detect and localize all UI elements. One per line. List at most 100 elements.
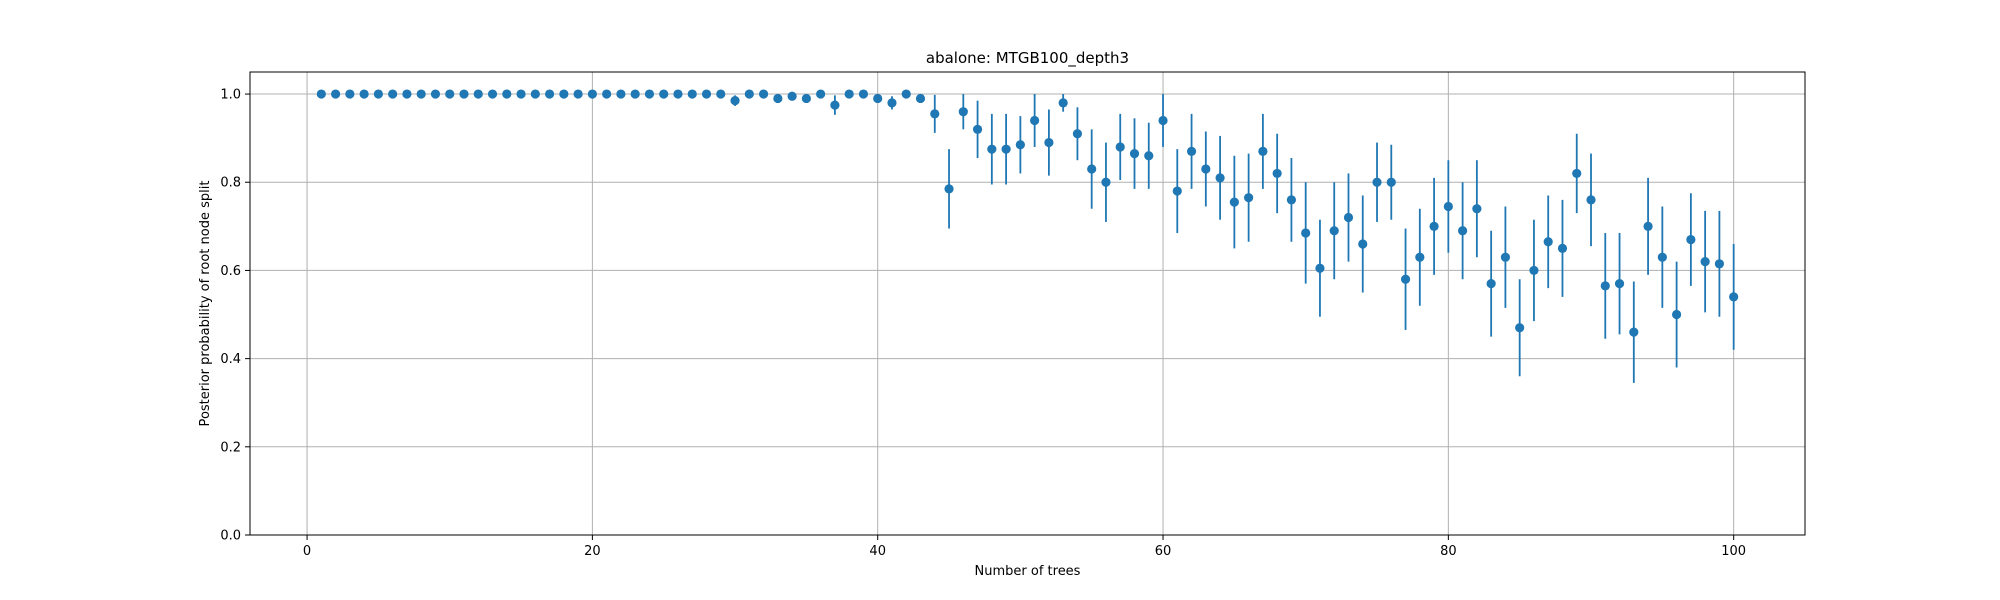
data-point xyxy=(602,89,612,99)
data-point xyxy=(559,89,569,99)
data-point xyxy=(887,98,897,108)
data-point xyxy=(1686,234,1696,245)
data-point xyxy=(1714,259,1725,269)
y-tick-label: 0.8 xyxy=(220,176,241,191)
data-point xyxy=(1244,193,1254,203)
data-point xyxy=(459,89,469,99)
y-tick-label: 0.2 xyxy=(220,440,241,455)
data-point xyxy=(402,89,412,99)
x-tick-label: 60 xyxy=(1155,544,1172,559)
data-point xyxy=(830,100,840,110)
data-point xyxy=(1030,115,1040,126)
data-point xyxy=(901,89,911,99)
data-point xyxy=(1515,323,1525,333)
data-point xyxy=(573,89,583,99)
data-point xyxy=(987,144,997,154)
data-point xyxy=(644,89,655,99)
data-point xyxy=(1486,279,1496,289)
data-point xyxy=(1115,142,1125,152)
data-point xyxy=(430,89,441,99)
data-point xyxy=(730,96,740,106)
data-point xyxy=(1258,146,1268,156)
x-tick-label: 0 xyxy=(303,544,311,559)
data-point xyxy=(1657,252,1667,262)
x-axis-ticks: 0 20 40 60 80 100 xyxy=(303,535,1746,559)
data-point xyxy=(1443,201,1453,212)
data-point xyxy=(716,89,726,99)
data-point xyxy=(1158,115,1168,126)
data-point xyxy=(616,89,626,99)
data-point xyxy=(944,184,954,194)
data-point xyxy=(1301,228,1311,238)
data-point xyxy=(1129,148,1140,159)
data-point xyxy=(1500,252,1511,262)
data-point xyxy=(1172,186,1182,196)
data-point xyxy=(1572,168,1582,179)
data-point xyxy=(1058,98,1068,108)
data-point xyxy=(1458,226,1468,236)
data-point xyxy=(1229,197,1239,207)
data-point xyxy=(1529,265,1539,276)
data-point xyxy=(787,91,797,101)
data-point xyxy=(687,89,697,99)
data-point xyxy=(1372,177,1382,187)
data-point xyxy=(1700,257,1710,267)
data-point xyxy=(630,89,640,99)
data-point xyxy=(587,89,597,99)
y-axis-ticks: 0.0 0.2 0.4 0.6 0.8 1.0 xyxy=(220,88,250,544)
data-point xyxy=(915,93,926,104)
data-point xyxy=(659,89,669,99)
data-point xyxy=(1629,327,1639,337)
data-point xyxy=(1343,212,1354,223)
data-point xyxy=(701,89,712,99)
data-point xyxy=(958,107,968,117)
data-point xyxy=(388,89,398,99)
data-point xyxy=(1144,151,1154,161)
data-point xyxy=(1729,292,1739,302)
x-axis-label: Number of trees xyxy=(975,564,1081,579)
data-point xyxy=(1215,173,1225,183)
data-point xyxy=(744,89,754,99)
y-tick-label: 1.0 xyxy=(220,88,241,103)
data-point xyxy=(1415,252,1425,262)
data-points xyxy=(316,89,1739,337)
plot-frame xyxy=(249,71,1806,536)
data-point xyxy=(316,89,326,99)
x-tick-label: 80 xyxy=(1440,544,1457,559)
data-point xyxy=(1614,279,1625,289)
data-point xyxy=(858,89,869,99)
chart-title: abalone: MTGB100_depth3 xyxy=(926,49,1129,68)
data-point xyxy=(1400,274,1411,284)
data-point xyxy=(972,124,983,134)
data-point xyxy=(1386,177,1396,187)
data-point xyxy=(1272,168,1282,179)
data-point xyxy=(1643,221,1653,231)
data-point xyxy=(1072,129,1083,139)
data-point xyxy=(345,89,355,99)
data-point xyxy=(1015,140,1025,150)
data-point xyxy=(844,89,854,99)
data-point xyxy=(330,89,341,99)
data-point xyxy=(373,89,383,99)
data-point xyxy=(1543,237,1553,247)
data-point xyxy=(1001,144,1011,154)
data-point xyxy=(873,93,883,104)
data-point xyxy=(1329,226,1339,236)
data-point xyxy=(1672,309,1682,320)
data-point xyxy=(416,89,426,99)
data-point xyxy=(930,109,940,119)
data-point xyxy=(502,89,512,99)
data-point xyxy=(1358,239,1368,249)
data-point xyxy=(473,89,483,99)
data-point xyxy=(1586,195,1596,205)
data-point xyxy=(1044,137,1054,148)
plot-area xyxy=(250,72,1805,535)
data-point xyxy=(1286,195,1297,205)
data-point xyxy=(1186,146,1197,156)
data-point xyxy=(544,89,555,99)
y-tick-label: 0.6 xyxy=(220,264,241,279)
data-point xyxy=(445,89,455,99)
data-point xyxy=(1557,243,1568,253)
data-point xyxy=(1315,263,1325,273)
